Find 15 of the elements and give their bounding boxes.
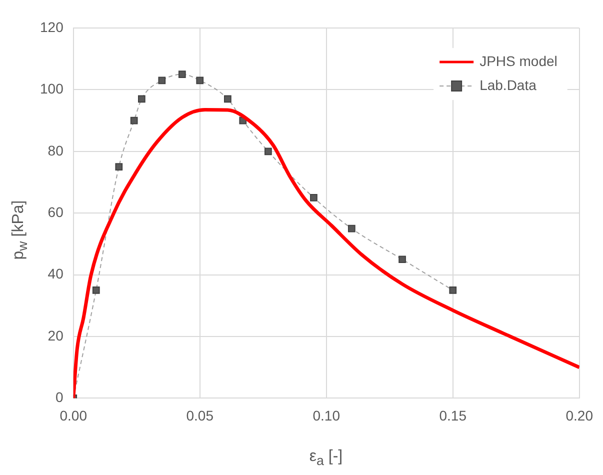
legend-label: Lab.Data xyxy=(480,76,537,93)
y-tick-label: 100 xyxy=(40,80,64,97)
x-tick-label: 0.10 xyxy=(312,407,340,424)
x-tick-label: 0.20 xyxy=(566,407,594,424)
y-tick-label: 0 xyxy=(56,389,64,406)
x-tick-label: 0.15 xyxy=(439,407,467,424)
x-axis-title: ε$_{a}$ [-] xyxy=(309,448,343,468)
y-tick-label: 40 xyxy=(48,266,64,282)
y-tick-label: 80 xyxy=(48,142,64,158)
x-tick-label: 0.00 xyxy=(60,407,88,424)
y-tick-label: 60 xyxy=(48,204,64,220)
y-tick-label: 20 xyxy=(48,327,64,344)
x-tick-label: 0.05 xyxy=(186,407,214,424)
y-tick-label: 120 xyxy=(40,18,64,35)
legend-label: JPHS model xyxy=(480,52,558,69)
